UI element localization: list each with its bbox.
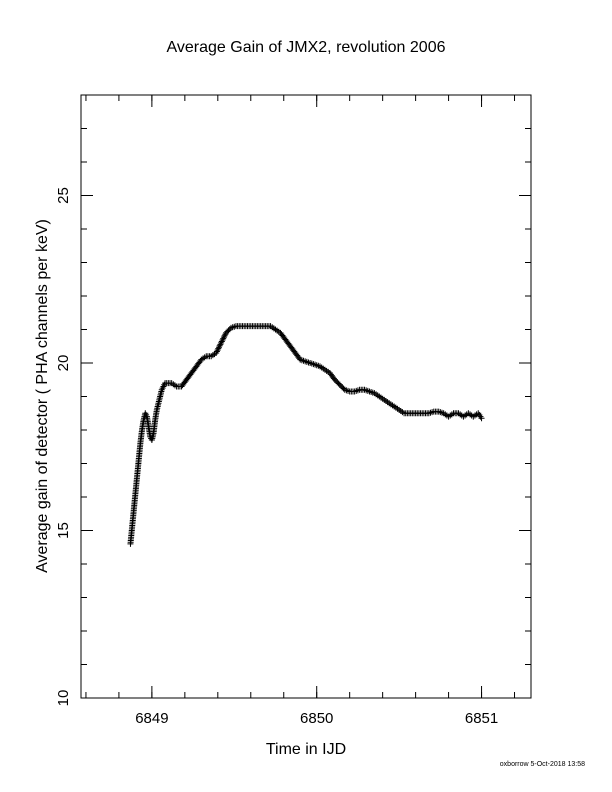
x-tick-label: 6850 <box>300 710 333 727</box>
y-tick-label: 25 <box>55 187 72 204</box>
x-tick-label: 6849 <box>135 710 168 727</box>
major-ticks <box>81 95 531 699</box>
data-point-interp <box>214 347 221 354</box>
tick-labels: 6849 6850 6851 10 15 20 25 <box>55 187 498 727</box>
data-point-interp <box>219 337 226 344</box>
data-point <box>218 339 225 346</box>
data-point-interp <box>221 332 228 339</box>
data-point <box>213 349 220 356</box>
data-point-interp <box>220 334 227 341</box>
y-tick-label: 10 <box>55 690 72 707</box>
data-point-interp <box>216 342 223 349</box>
y-axis-label: Average gain of detector ( PHA channels … <box>34 219 51 573</box>
data-point-interp <box>215 345 222 352</box>
data-point-interp <box>218 338 225 345</box>
plot-area <box>80 94 532 699</box>
data-point-interp <box>217 341 224 348</box>
chart-title: Average Gain of JMX2, revolution 2006 <box>167 39 446 56</box>
y-tick-label: 20 <box>55 355 72 372</box>
x-axis-label: Time in IJD <box>266 741 346 758</box>
data-points <box>127 323 485 547</box>
y-tick-label: 15 <box>55 522 72 539</box>
footer-timestamp: oxborrow 5-Oct-2018 13:58 <box>500 761 585 768</box>
data-point-interp <box>215 344 222 351</box>
data-point-interp <box>213 348 220 355</box>
data-point <box>478 415 485 422</box>
minor-ticks <box>81 94 531 699</box>
data-point-interp <box>220 335 227 342</box>
x-tick-label: 6851 <box>465 710 498 727</box>
